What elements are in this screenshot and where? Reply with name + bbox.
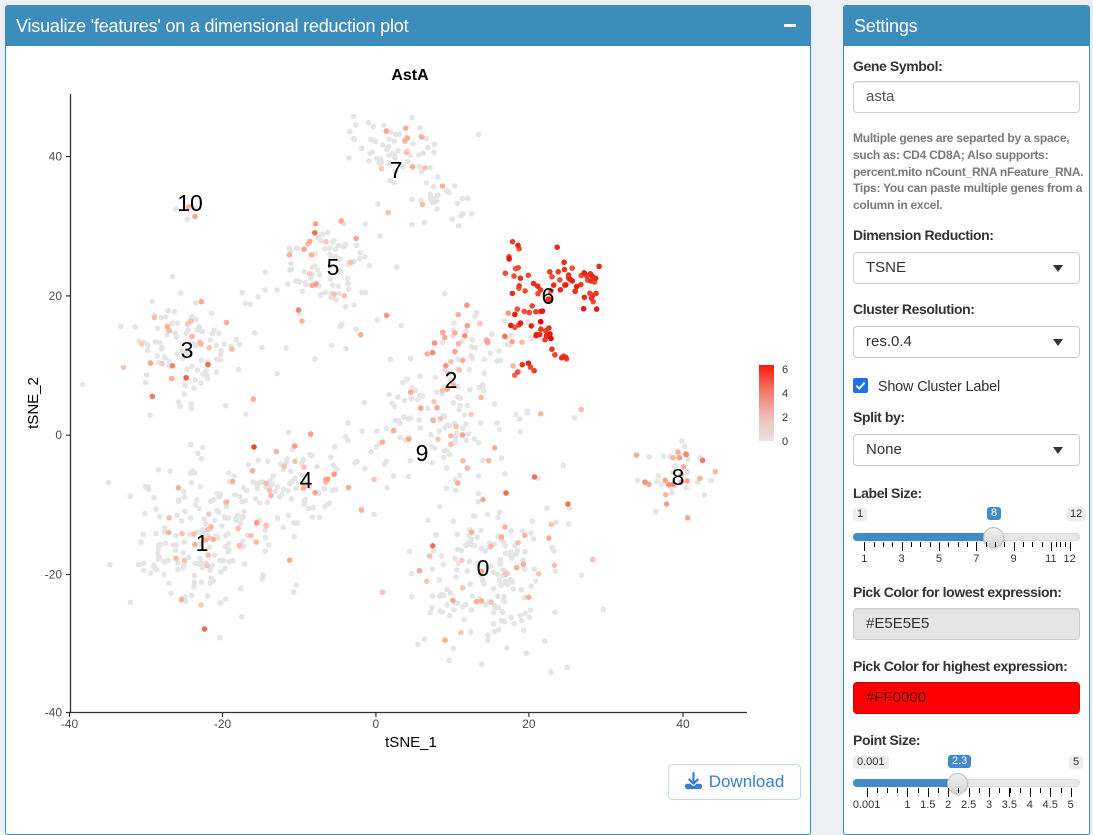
svg-text:2: 2	[782, 412, 788, 424]
svg-text:10: 10	[177, 190, 203, 216]
svg-text:0: 0	[477, 555, 490, 581]
svg-text:tSNE_2: tSNE_2	[25, 377, 42, 429]
svg-text:2: 2	[445, 367, 458, 393]
svg-text:20: 20	[522, 717, 536, 731]
svg-text:6: 6	[782, 364, 788, 376]
svg-text:tSNE_1: tSNE_1	[385, 734, 437, 751]
svg-text:7: 7	[390, 157, 403, 183]
svg-text:3: 3	[181, 337, 194, 363]
svg-text:0: 0	[373, 717, 380, 731]
svg-text:-40: -40	[61, 717, 79, 731]
svg-text:6: 6	[542, 283, 555, 309]
svg-text:40: 40	[49, 150, 63, 164]
svg-text:20: 20	[49, 289, 63, 303]
svg-text:1: 1	[196, 530, 209, 556]
svg-text:40: 40	[676, 717, 690, 731]
svg-text:4: 4	[782, 388, 788, 400]
svg-text:0: 0	[782, 436, 788, 448]
svg-text:-20: -20	[45, 568, 63, 582]
svg-text:4: 4	[300, 467, 313, 493]
svg-text:AstA: AstA	[391, 67, 429, 84]
svg-text:-40: -40	[45, 706, 63, 720]
svg-text:8: 8	[672, 464, 685, 490]
svg-text:5: 5	[327, 254, 340, 280]
svg-text:9: 9	[416, 440, 429, 466]
svg-text:0: 0	[55, 428, 62, 442]
svg-text:-20: -20	[214, 717, 232, 731]
